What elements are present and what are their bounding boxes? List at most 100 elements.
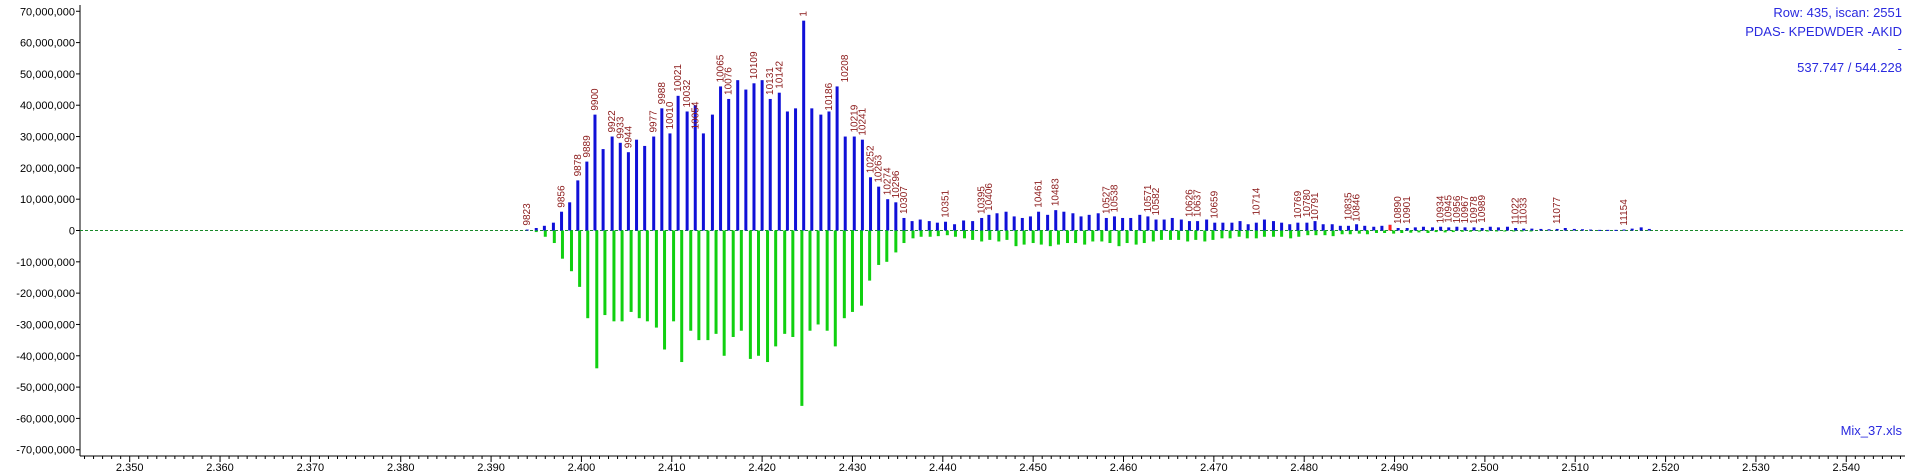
negative-peak-bar [552,230,556,244]
x-tick-label: 2,480 [1290,462,1318,471]
negative-peak-bar [1005,230,1009,240]
negative-peak-bar [654,230,658,328]
x-tick-label: 2,540 [1833,462,1861,471]
peak-annotation: 10945 [1444,194,1455,222]
y-tick-label: -30,000,000 [16,319,75,331]
peak-annotation: 10219 [849,104,860,132]
positive-peak-bar [525,229,529,231]
positive-peak-bar [701,133,705,231]
negative-peak-bar [1306,230,1310,236]
negative-peak-bar [919,230,923,237]
peak-annotation: 10890 [1393,196,1404,224]
y-tick-label: 30,000,000 [20,132,75,144]
negative-peak-bar [680,230,684,363]
peak-annotation: 10835 [1343,192,1354,220]
peak-annotation: 10263 [874,154,885,182]
positive-peak-bar [935,222,939,231]
y-tick-label: 0 [69,226,75,238]
positive-peak-bar [1572,228,1576,231]
positive-peak-bar [676,95,680,231]
peak-annotation: 11154 [1619,199,1630,226]
positive-peak-bar [1187,221,1191,231]
positive-peak-bar [1589,229,1593,231]
peak-annotation: 10131 [765,67,776,95]
peak-annotation: 10967 [1460,195,1471,223]
positive-peak-bar [1455,226,1459,231]
positive-peak-bar [1547,229,1551,231]
negative-peak-bar [1177,230,1181,240]
peak-annotation: 11022 [1511,197,1522,225]
negative-peak-bar [739,230,743,331]
peak-annotation: 9823 [522,203,533,226]
negative-peak-bar [603,230,607,316]
peak-annotation: 10538 [1109,184,1120,212]
negative-peak-bar [1245,230,1249,239]
negative-peak-bar [1168,230,1172,240]
positive-peak-bar [1530,228,1534,231]
positive-peak-bar [1179,219,1183,231]
negative-peak-bar [774,230,778,347]
flagged-peak-bar [1388,224,1392,231]
peak-annotation: 9900 [590,88,601,111]
peak-annotation: 9878 [573,154,584,177]
negative-peak-bar [731,230,735,337]
positive-peak-bar [1054,210,1058,231]
positive-peak-bar [1472,227,1476,231]
peak-annotation: 10780 [1302,189,1313,217]
y-tick-label: 60,000,000 [20,38,75,50]
positive-peak-bar [1079,216,1083,231]
positive-peak-bar [902,217,906,231]
positive-peak-bar [1221,222,1225,231]
positive-peak-bar [1129,217,1133,231]
negative-peak-bar [672,230,676,322]
positive-peak-bar [610,136,614,231]
y-tick-label: -10,000,000 [16,257,75,269]
x-tick-label: 2,390 [477,462,505,471]
negative-peak-bar [1365,230,1369,235]
positive-peak-bar [534,227,538,231]
positive-peak-bar [777,92,781,231]
positive-peak-bar [1505,226,1509,231]
positive-peak-bar [1146,216,1150,231]
x-tick-label: 2,350 [116,462,144,471]
negative-peak-bar [1117,230,1121,247]
negative-peak-bar [945,230,949,236]
positive-peak-bar [877,186,881,231]
negative-peak-bar [560,230,564,259]
negative-peak-bar [1434,230,1438,233]
peak-annotation: 10186 [824,82,835,110]
negative-peak-bar [1194,230,1198,240]
positive-peak-bar [927,221,931,231]
positive-peak-bar [1288,224,1292,231]
positive-peak-bar [1313,221,1317,231]
negative-peak-bar [1331,230,1335,237]
peptide-sequence: PDAS- KPEDWDER -AKID [1745,24,1902,39]
negative-peak-bar [1100,230,1104,242]
negative-peak-bar [586,230,590,319]
positive-peak-bar [1346,225,1350,231]
positive-peak-bar [1622,229,1626,231]
negative-peak-bar [1159,230,1163,240]
peak-annotation: 10065 [716,54,727,82]
negative-peak-bar [1468,230,1472,232]
x-tick-label: 2,450 [1019,462,1047,471]
positive-peak-bar [1555,228,1559,231]
negative-peak-bar [894,230,898,253]
x-tick-label: 2,490 [1381,462,1409,471]
negative-peak-bar [706,230,710,341]
negative-peak-bar [578,230,582,287]
negative-peak-bar [928,230,932,237]
positive-peak-bar [1363,225,1367,231]
negative-peak-bar [1014,230,1018,247]
positive-peak-bar [1271,221,1275,231]
negative-peak-bar [697,230,701,341]
positive-peak-bar [1305,222,1309,231]
row-scan-info: Row: 435, iscan: 2551 [1773,5,1902,20]
peak-annotation: 10208 [840,54,851,82]
positive-peak-bar [643,145,647,231]
negative-peak-bar [833,230,837,347]
positive-peak-bar [542,225,546,231]
peak-annotation: 9988 [657,82,668,105]
positive-peak-bar [1238,221,1242,231]
